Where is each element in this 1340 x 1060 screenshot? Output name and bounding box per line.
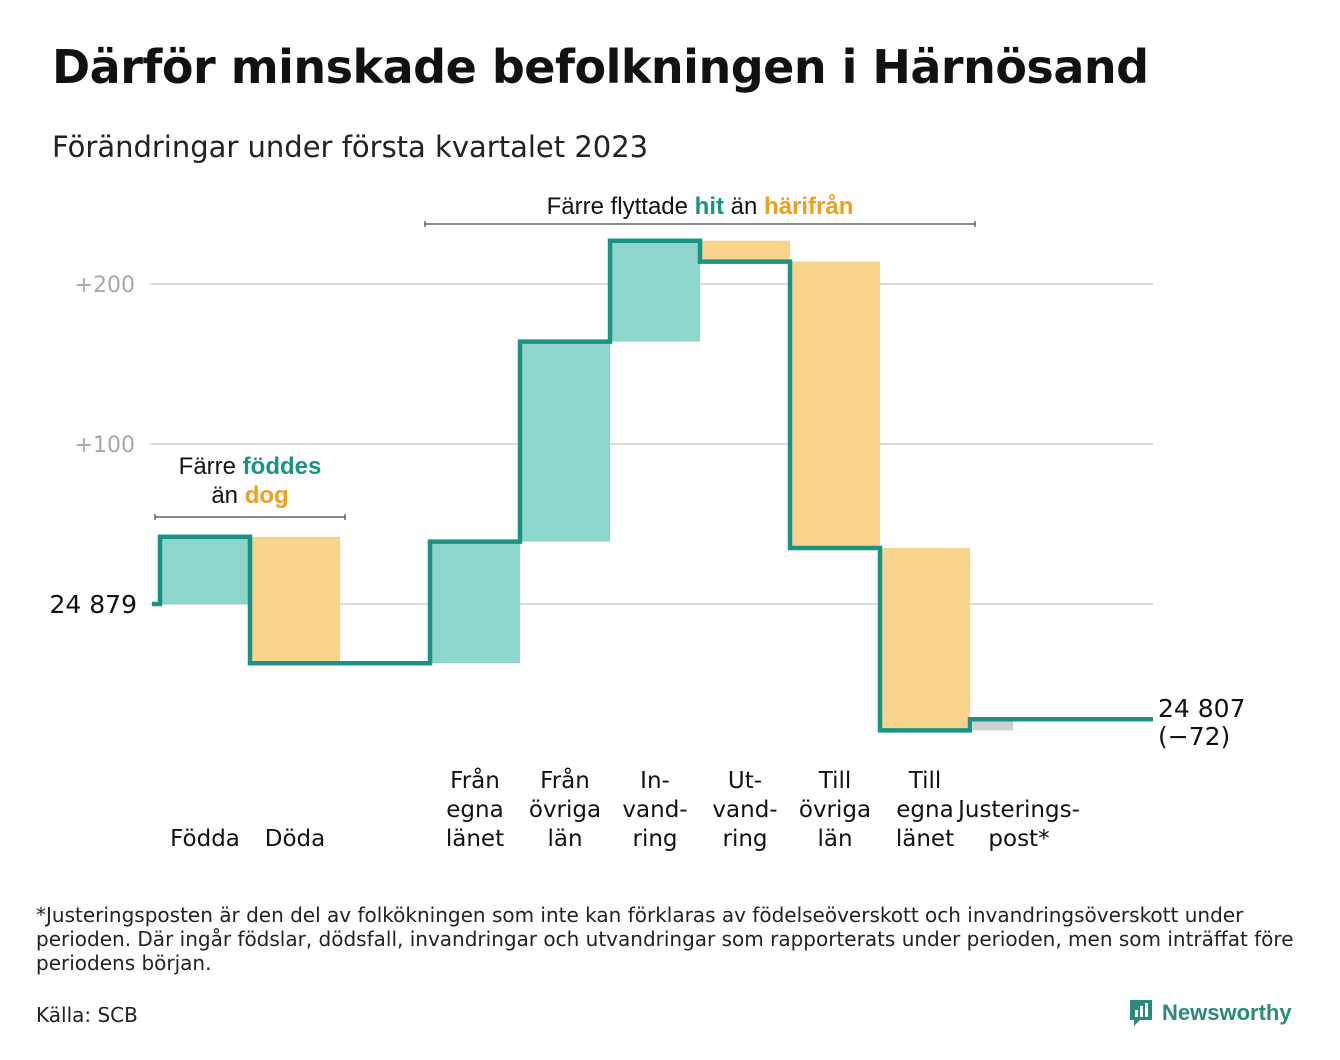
source-label: Källa: SCB [36,1003,138,1027]
category-label: In- [640,768,670,794]
category-label: egna [896,797,953,823]
bar [700,240,790,262]
category-label: Till [908,768,942,794]
category-label: Justerings- [956,797,1080,823]
annotation-text: än dog [211,482,288,509]
bar [250,536,340,664]
annotation-text: Färre föddes [179,453,322,480]
y-tick-label: +100 [75,433,135,458]
category-label: vand- [622,797,687,823]
y-tick-label: +200 [75,273,135,298]
bar [880,548,970,731]
footnote: *Justeringsposten är den del av folkökni… [36,903,1294,975]
end-change-label: (−72) [1158,722,1230,751]
category-label: vand- [712,797,777,823]
bar [973,719,1013,731]
newsworthy-logo: Newsworthy [1128,998,1292,1028]
category-label: Döda [265,826,325,852]
category-label: länet [446,826,504,852]
category-label: egna [446,797,503,823]
bar [430,541,520,664]
start-value-label: 24 879 [50,590,137,619]
end-value-label: 24 807 [1158,694,1245,723]
chart-subtitle: Förändringar under första kvartalet 2023 [52,130,649,164]
cumulative-line [152,238,1153,733]
category-label: post* [988,826,1049,852]
bar [520,341,610,542]
category-label: län [547,826,582,852]
category-label: Födda [170,826,240,852]
category-label: länet [896,826,954,852]
category-label: ring [722,826,767,852]
category-label: Från [540,766,590,794]
bar [790,261,880,548]
logo-text: Newsworthy [1162,1000,1292,1025]
chart-title: Därför minskade befolkningen i Härnösand [52,40,1149,94]
annotation-text: Färre flyttade hit än härifrån [547,193,854,220]
bar [160,536,250,604]
category-label: övriga [529,797,601,823]
category-label: Till [818,768,852,794]
bar-chart-speech-icon [1130,1000,1152,1026]
category-label: ring [632,826,677,852]
bar [610,240,700,342]
category-label: övriga [799,797,871,823]
category-label: Ut- [728,768,762,794]
waterfall-chart: +100 +200 24 879 24 807(−72) Födda Döda Från eg… [50,193,1246,852]
category-label: Från [450,766,500,794]
category-label: län [817,826,852,852]
